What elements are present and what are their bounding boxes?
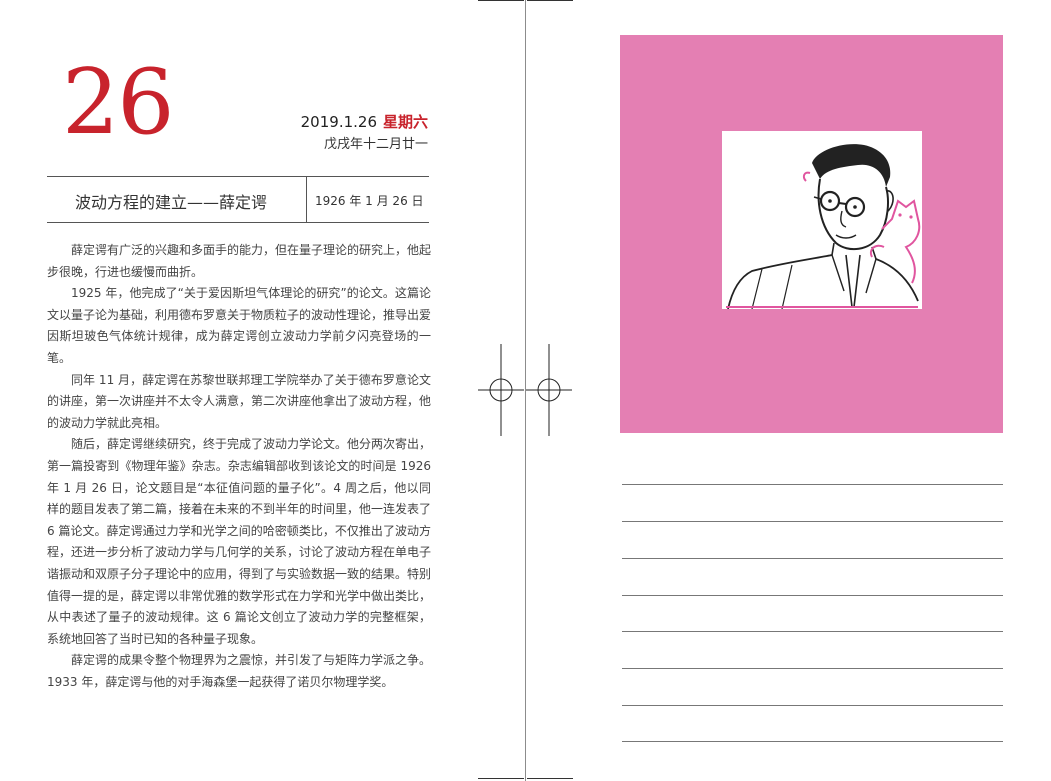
crosshair-registration-icon	[526, 344, 572, 436]
crosshair-registration-icon	[478, 344, 524, 436]
page-spine	[525, 0, 526, 781]
gregorian-date-line: 2019.1.26 星期六	[301, 111, 428, 132]
article-title: 波动方程的建立——薛定谔	[75, 193, 268, 212]
illustration-panel	[620, 35, 1003, 433]
article-header: 波动方程的建立——薛定谔 1926 年 1 月 26 日	[47, 176, 429, 223]
note-line	[622, 595, 1003, 596]
note-line	[622, 631, 1003, 632]
article-paragraph: 薛定谔的成果令整个物理界为之震惊，并引发了与矩阵力学派之争。1933 年，薛定谔…	[47, 653, 432, 689]
note-line	[622, 705, 1003, 706]
article-body: 薛定谔有广泛的兴趣和多面手的能力，但在量子理论的研究上，他起步很晚，行进也缓慢而…	[47, 240, 431, 693]
header-divider	[306, 177, 307, 222]
weekday: 星期六	[382, 113, 428, 131]
schrodinger-portrait-icon	[726, 144, 921, 309]
crop-mark-top-right	[527, 0, 573, 1]
gregorian-date: 2019.1.26	[300, 113, 377, 131]
crop-mark-top-left	[478, 0, 524, 1]
crop-mark-bottom-right	[527, 778, 573, 779]
note-line	[622, 484, 1003, 485]
left-page: 26 2019.1.26 星期六 戊戌年十二月廿一 波动方程的建立——薛定谔 19…	[0, 0, 525, 781]
crop-mark-bottom-left	[478, 778, 524, 779]
event-date: 1926 年 1 月 26 日	[315, 194, 424, 208]
note-line	[622, 741, 1003, 742]
day-number: 26	[62, 50, 175, 155]
right-page	[526, 0, 1051, 781]
article-paragraph: 随后，薛定谔继续研究，终于完成了波动力学论文。他分两次寄出，第一篇投寄到《物理年…	[47, 437, 432, 646]
note-line	[622, 521, 1003, 522]
article-paragraph: 同年 11 月，薛定谔在苏黎世联邦理工学院举办了关于德布罗意论文的讲座，第一次讲…	[47, 372, 432, 430]
article-paragraph: 1925 年，他完成了“关于爱因斯坦气体理论的研究”的论文。这篇论文以量子论为基…	[47, 286, 432, 365]
portrait-illustration	[722, 131, 922, 309]
note-line	[622, 668, 1003, 669]
lunar-date: 戊戌年十二月廿一	[323, 137, 428, 152]
article-paragraph: 薛定谔有广泛的兴趣和多面手的能力，但在量子理论的研究上，他起步很晚，行进也缓慢而…	[47, 243, 432, 279]
note-line	[622, 558, 1003, 559]
